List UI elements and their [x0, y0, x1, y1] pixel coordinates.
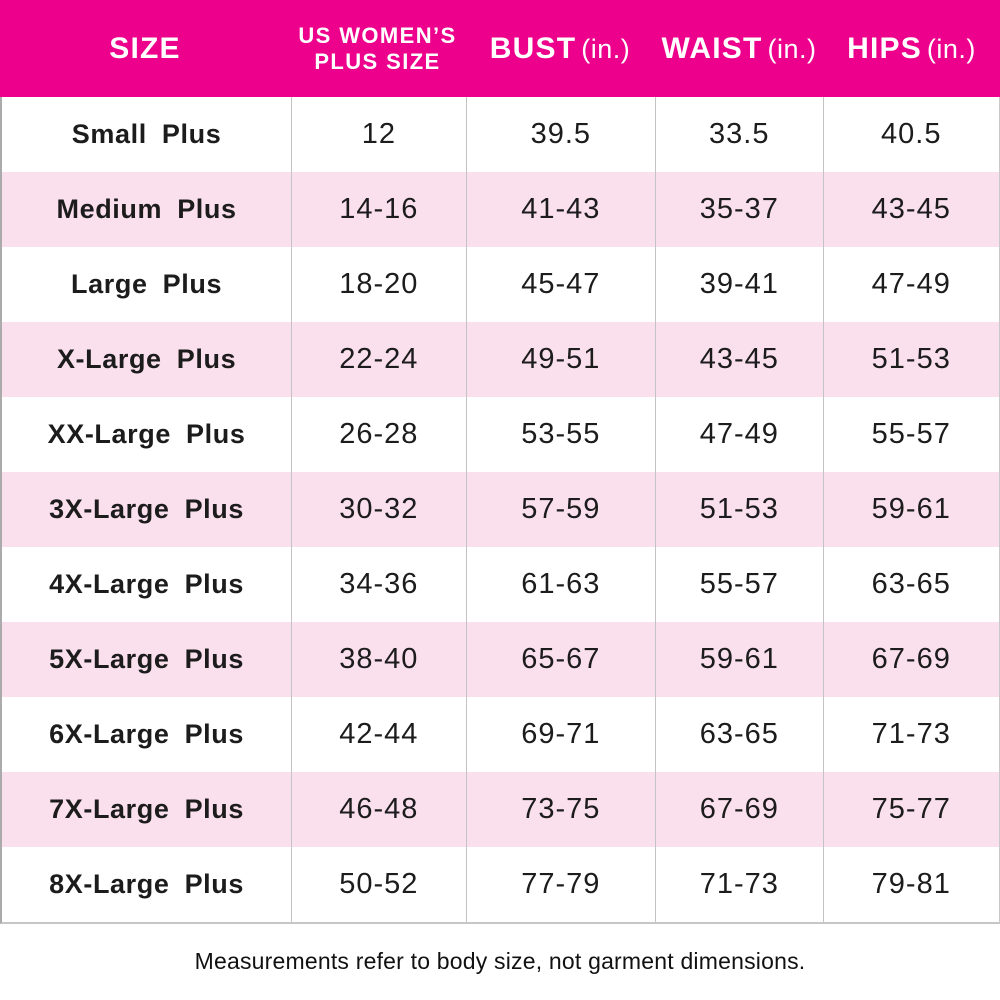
cell-waist: 47-49: [655, 397, 822, 472]
table-row: X-Large Plus 22-24 49-51 43-45 51-53: [2, 322, 999, 397]
header-hips: HIPS (in.): [823, 32, 1000, 65]
cell-us_plus: 50-52: [291, 847, 465, 922]
row-size-label: X-Large Plus: [56, 344, 237, 374]
header-hips-label: HIPS: [847, 32, 922, 65]
cell-waist: 33.5: [655, 97, 822, 172]
row-size-label: 7X-Large Plus: [49, 794, 244, 824]
table-row: 7X-Large Plus 46-48 73-75 67-69 75-77: [2, 772, 999, 847]
cell-bust: 65-67: [465, 622, 655, 697]
row-size-label: 4X-Large Plus: [49, 569, 244, 599]
row-size-label: Medium Plus: [56, 194, 237, 224]
cell-bust: 77-79: [465, 847, 655, 922]
header-hips-unit: (in.): [926, 34, 976, 64]
table-header-row: SIZE US WOMEN’S PLUS SIZE BUST (in.) WAIS…: [0, 0, 1000, 97]
cell-us_plus: 34-36: [291, 547, 465, 622]
cell-us_plus: 18-20: [291, 247, 465, 322]
row-size-label: Small Plus: [71, 119, 222, 149]
row-size-label: 3X-Large Plus: [49, 494, 244, 524]
row-size-label: Large Plus: [71, 269, 223, 299]
cell-us_plus: 46-48: [291, 772, 465, 847]
header-waist-label: WAIST: [661, 32, 763, 65]
cell-bust: 41-43: [465, 172, 655, 247]
table-row: 5X-Large Plus 38-40 65-67 59-61 67-69: [2, 622, 999, 697]
table-row: Small Plus 12 39.5 33.5 40.5: [2, 97, 999, 172]
cell-us_plus: 42-44: [291, 697, 465, 772]
cell-bust: 73-75: [465, 772, 655, 847]
cell-waist: 63-65: [655, 697, 822, 772]
cell-waist: 39-41: [655, 247, 822, 322]
cell-hips: 71-73: [822, 697, 999, 772]
table-row: XX-Large Plus 26-28 53-55 47-49 55-57: [2, 397, 999, 472]
table-row: 4X-Large Plus 34-36 61-63 55-57 63-65: [2, 547, 999, 622]
cell-hips: 63-65: [822, 547, 999, 622]
cell-us_plus: 14-16: [291, 172, 465, 247]
cell-hips: 59-61: [822, 472, 999, 547]
header-waist-unit: (in.): [767, 34, 817, 64]
table-row: 8X-Large Plus 50-52 77-79 71-73 79-81: [2, 847, 999, 922]
cell-us_plus: 12: [291, 97, 465, 172]
header-bust: BUST (in.): [465, 32, 655, 65]
cell-hips: 43-45: [822, 172, 999, 247]
cell-bust: 57-59: [465, 472, 655, 547]
cell-us_plus: 26-28: [291, 397, 465, 472]
cell-us_plus: 22-24: [291, 322, 465, 397]
header-us-womens-line1: US WOMEN’S: [298, 22, 457, 48]
header-size-label: SIZE: [109, 32, 181, 65]
cell-us_plus: 38-40: [291, 622, 465, 697]
footnote: Measurements refer to body size, not gar…: [194, 948, 806, 974]
table-row: 6X-Large Plus 42-44 69-71 63-65 71-73: [2, 697, 999, 772]
header-bust-label: BUST: [489, 32, 577, 65]
cell-bust: 53-55: [465, 397, 655, 472]
table-row: 3X-Large Plus 30-32 57-59 51-53 59-61: [2, 472, 999, 547]
cell-bust: 61-63: [465, 547, 655, 622]
cell-bust: 69-71: [465, 697, 655, 772]
cell-waist: 51-53: [655, 472, 822, 547]
cell-us_plus: 30-32: [291, 472, 465, 547]
cell-waist: 59-61: [655, 622, 822, 697]
header-size: SIZE: [0, 32, 290, 65]
table-body: Small Plus 12 39.5 33.5 40.5 Medium Plus 14-16…: [0, 97, 1000, 924]
header-waist: WAIST (in.): [655, 32, 823, 65]
cell-bust: 39.5: [465, 97, 655, 172]
header-us-womens-line2: PLUS SIZE: [314, 48, 441, 74]
row-size-label: XX-Large Plus: [47, 419, 246, 449]
cell-hips: 47-49: [822, 247, 999, 322]
cell-hips: 40.5: [822, 97, 999, 172]
header-bust-unit: (in.): [581, 34, 631, 64]
cell-hips: 55-57: [822, 397, 999, 472]
cell-waist: 67-69: [655, 772, 822, 847]
table-row: Large Plus 18-20 45-47 39-41 47-49: [2, 247, 999, 322]
cell-waist: 35-37: [655, 172, 822, 247]
table-row: Medium Plus 14-16 41-43 35-37 43-45: [2, 172, 999, 247]
cell-waist: 55-57: [655, 547, 822, 622]
row-size-label: 8X-Large Plus: [49, 869, 244, 899]
cell-hips: 79-81: [822, 847, 999, 922]
cell-hips: 67-69: [822, 622, 999, 697]
cell-hips: 75-77: [822, 772, 999, 847]
row-size-label: 6X-Large Plus: [49, 719, 244, 749]
header-us-womens-plus-size: US WOMEN’S PLUS SIZE: [290, 23, 465, 75]
cell-waist: 71-73: [655, 847, 822, 922]
cell-hips: 51-53: [822, 322, 999, 397]
cell-waist: 43-45: [655, 322, 822, 397]
cell-bust: 45-47: [465, 247, 655, 322]
row-size-label: 5X-Large Plus: [49, 644, 244, 674]
size-chart-table: SIZE US WOMEN’S PLUS SIZE BUST (in.) WAIS…: [0, 0, 1000, 924]
cell-bust: 49-51: [465, 322, 655, 397]
